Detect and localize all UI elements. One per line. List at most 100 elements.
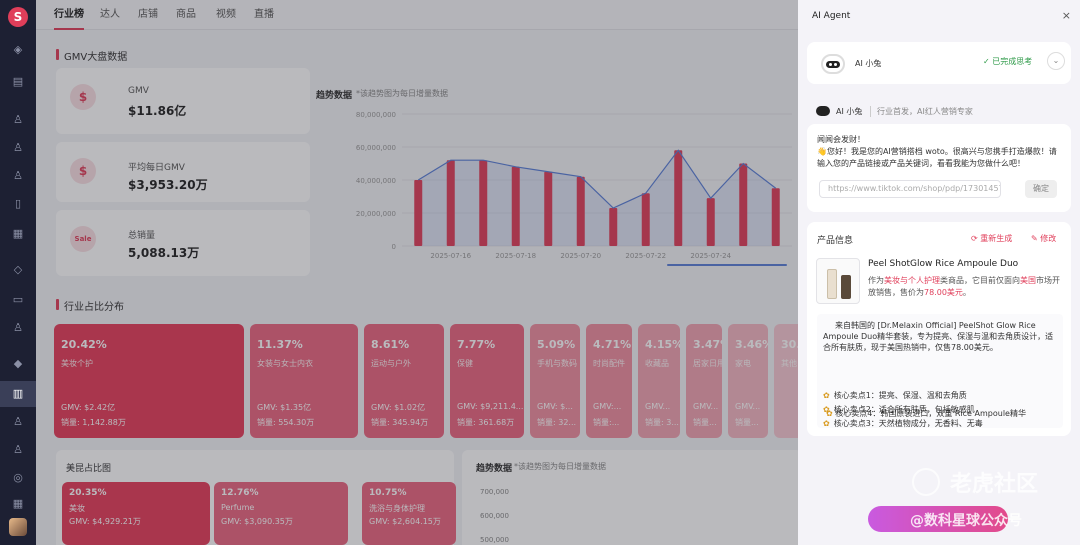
selling-point: 核心卖点3：天然植物成分，无香料、无毒	[823, 418, 983, 429]
y-tick-label: 0	[392, 243, 396, 251]
industry-tile[interactable]: 11.37% 女装与女士内衣 GMV: $1.35亿 销量: 554.30万	[250, 324, 358, 438]
industry-tile[interactable]: 3.47% 居家日用 GMV... 销量...	[686, 324, 722, 438]
tile-sales: 销量: 361.68万	[457, 418, 515, 427]
tile-gmv: GMV: $4,929.21万	[69, 517, 141, 526]
trend-chart-2-subtitle: *该趋势图为每日增量数据	[514, 462, 606, 471]
close-icon[interactable]: ×	[1061, 9, 1071, 22]
dashboard-icon[interactable]: ◈	[13, 43, 23, 56]
industry-tile[interactable]: 8.61% 运动与户外 GMV: $1.02亿 销量: 345.94万	[364, 324, 444, 438]
industry-tile[interactable]: 20.42% 美妆个护 GMV: $2.42亿 销量: 1,142.88万	[54, 324, 244, 438]
y-tick-label: 60,000,000	[356, 144, 396, 152]
folder-icon[interactable]: ▭	[12, 293, 24, 306]
chevron-down-icon[interactable]: ⌄	[1047, 52, 1065, 70]
stat-card-daily-gmv: $ 平均每日GMV $3,953.20万	[56, 142, 310, 202]
edit-label: 修改	[1040, 234, 1057, 243]
y-tick-label: 500,000	[480, 536, 509, 544]
tile-gmv: GMV...	[735, 402, 761, 411]
stat-card-sales: Sale 总销量 5,088.13万	[56, 210, 310, 276]
tile-gmv: GMV: $2,604.15万	[369, 517, 441, 526]
trend-line	[417, 149, 777, 209]
user-icon[interactable]: ♙	[13, 443, 23, 456]
tile-gmv: GMV: $2.42亿	[61, 403, 116, 412]
tile-share: 7.77%	[457, 338, 496, 351]
product-url-input[interactable]: https://www.tiktok.com/shop/pdp/17301457…	[819, 180, 1001, 198]
category-section-title: 美昆占比图	[66, 464, 112, 474]
product-description: 作为美妆与个人护理类商品，它目前仅面向美国市场开放销售，售价为78.00美元。	[868, 276, 1060, 297]
greeting-line: 闻闻会发财！	[817, 135, 865, 144]
model-selector[interactable]: AI 小兔 ✓ 已完成思考 ⌄	[807, 42, 1071, 84]
tab-industry[interactable]: 行业榜	[54, 0, 84, 30]
industry-tile[interactable]: 3.46% 家电 GMV... 销量...	[728, 324, 768, 438]
tile-name: 女装与女士内衣	[257, 359, 313, 368]
selling-point: 核心卖点2：适合所有肤质，包括敏感肌	[823, 404, 975, 415]
greeting-card: 闻闻会发财！ 👋您好！我是您的AI营销搭档 woto。很高兴与您携手打造爆款！请…	[807, 124, 1071, 212]
tab-products[interactable]: 商品	[176, 9, 196, 20]
trend-chart: 0 20,000,000 40,000,000 60,000,000 80,000,00…	[356, 111, 792, 266]
selling-point: 核心卖点1：提亮、保湿、温和去角质	[823, 390, 967, 401]
tab-live[interactable]: 直播	[254, 9, 274, 20]
industry-tile[interactable]: 4.15% 收藏品 GMV... 销量: 3...	[638, 324, 680, 438]
product-section-title: 产品信息	[817, 236, 854, 246]
model-name: AI 小兔	[855, 59, 882, 68]
tab-shops[interactable]: 店铺	[138, 9, 158, 20]
regenerate-button[interactable]: ⟳ 重新生成	[971, 233, 1012, 244]
top-tabs: 行业榜 达人 店铺 商品 视频 直播	[36, 0, 798, 30]
watermark-text: 老虎社区	[950, 472, 1039, 497]
user-icon[interactable]: ♙	[13, 321, 23, 334]
box-icon[interactable]: ◇	[13, 263, 23, 276]
tile-sales: 销量...	[693, 418, 717, 427]
tile-gmv: GMV: $...	[537, 402, 573, 411]
tile-sales: 销量:...	[593, 418, 620, 427]
tile-gmv: GMV: $1.02亿	[371, 403, 426, 412]
tab-influencers[interactable]: 达人	[100, 9, 120, 20]
stat-value: 5,088.13万	[128, 246, 200, 260]
gmv-section-title: GMV大盘数据	[56, 48, 127, 63]
compass-icon[interactable]: ◎	[13, 471, 23, 484]
watermark-logo-icon	[912, 468, 940, 496]
category-tile[interactable]: 12.76% Perfume GMV: $3,090.35万	[214, 482, 348, 545]
user-icon[interactable]: ♙	[13, 113, 23, 126]
tile-gmv: GMV: $9,211.4...	[457, 402, 524, 411]
sidebar-active-item[interactable]	[0, 381, 36, 407]
user-icon[interactable]: ♙	[13, 415, 23, 428]
chart-icon[interactable]: ▥	[12, 387, 24, 400]
diamond-icon[interactable]: ◆	[13, 357, 23, 370]
persona-name: AI 小兔	[836, 107, 863, 116]
tile-share: 3.47%	[693, 338, 722, 351]
industry-tile[interactable]: 4.71% 时尚配件 GMV:... 销量:...	[586, 324, 632, 438]
file-icon[interactable]: ▯	[14, 197, 22, 210]
bar	[479, 160, 488, 246]
tile-share: 12.76%	[221, 488, 259, 498]
category-tile[interactable]: 10.75% 洗浴与身体护理 GMV: $2,604.15万	[362, 482, 456, 545]
app-logo[interactable]: S	[8, 7, 28, 27]
user-icon[interactable]: ♙	[13, 141, 23, 154]
bar	[576, 176, 585, 246]
edit-button[interactable]: ✎ 修改	[1031, 233, 1056, 244]
industry-tile[interactable]: 5.09% 手机与数码 GMV: $... 销量: 32...	[530, 324, 580, 438]
edit-icon: ✎	[1031, 234, 1041, 243]
document-icon[interactable]: ▦	[12, 497, 24, 510]
avatar[interactable]	[9, 518, 27, 536]
industry-tile[interactable]: 30.92% 其他	[774, 324, 798, 438]
y-tick-label: 20,000,000	[356, 210, 396, 218]
user-icon[interactable]: ♙	[13, 169, 23, 182]
y-tick-label: 80,000,000	[356, 111, 396, 119]
industry-tile[interactable]: 7.77% 保健 GMV: $9,211.4... 销量: 361.68万	[450, 324, 524, 438]
tab-videos[interactable]: 视频	[216, 9, 236, 20]
chart-scrollbar	[667, 264, 787, 266]
product-summary: 来自韩国的 [Dr.Melaxin Official] PeelShot Glo…	[823, 321, 1054, 352]
tile-share: 4.15%	[645, 338, 680, 351]
document-icon[interactable]: ▦	[12, 227, 24, 240]
confirm-button[interactable]: 确定	[1025, 180, 1057, 198]
product-image	[816, 258, 860, 304]
regenerate-label: 重新生成	[980, 234, 1013, 243]
category-tile[interactable]: 20.35% 美妆 GMV: $4,929.21万	[62, 482, 210, 545]
report-icon[interactable]: ▤	[12, 75, 24, 88]
tile-gmv: GMV: $1.35亿	[257, 403, 312, 412]
tile-share: 5.09%	[537, 338, 576, 351]
selling-point: ✿ 核心卖点4：韩国原装进口，双重 Rice Ampoule精华	[826, 409, 1026, 418]
tile-share: 3.46%	[735, 338, 768, 351]
tile-name: 美妆个护	[61, 359, 93, 368]
bar	[544, 171, 553, 246]
generate-button[interactable]	[868, 506, 1008, 532]
